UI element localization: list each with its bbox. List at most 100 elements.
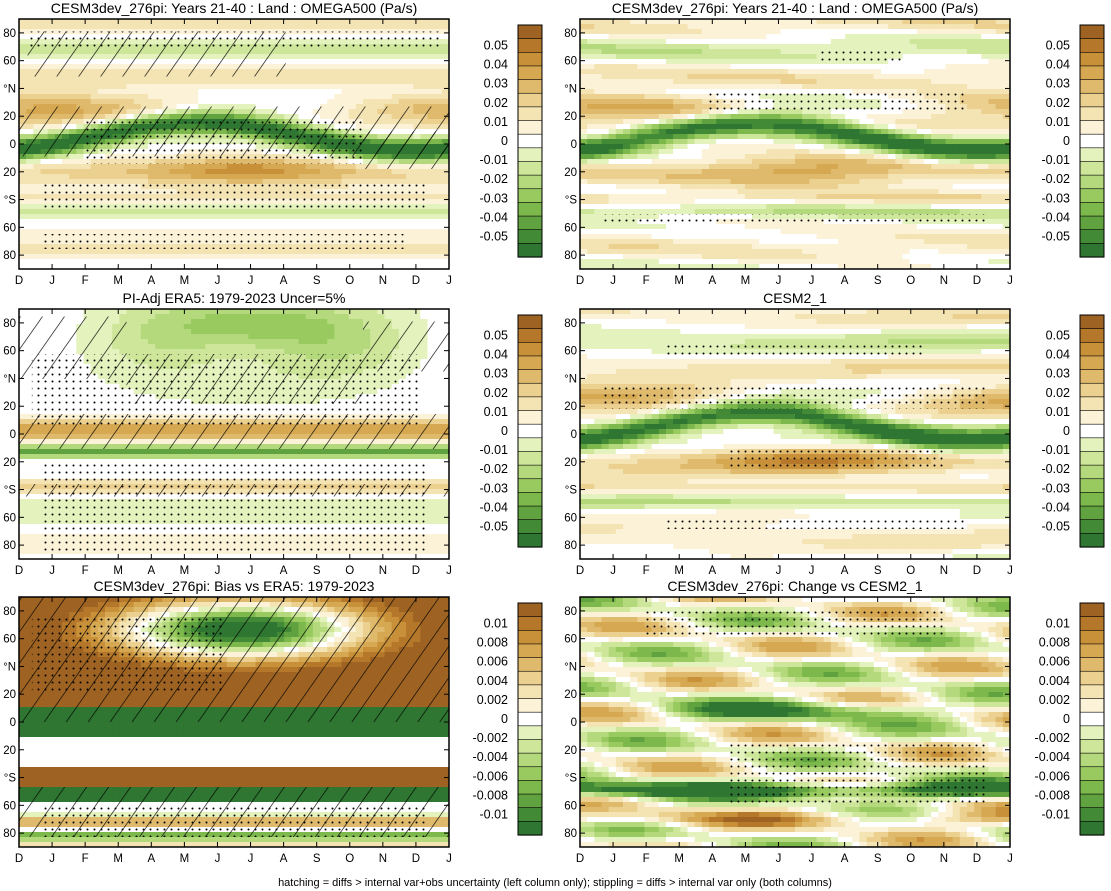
heatmap-cell	[651, 149, 660, 155]
heatmap-cell	[859, 139, 868, 145]
heatmap-cell	[594, 114, 602, 120]
heatmap-cell	[623, 134, 631, 140]
heatmap-cell	[666, 54, 674, 60]
heatmap-cell	[40, 24, 49, 30]
heatmap-cell	[133, 24, 142, 30]
heatmap-cell	[341, 19, 350, 25]
heatmap-cell	[112, 169, 120, 175]
heatmap-cell	[363, 84, 371, 90]
heatmap-cell	[694, 39, 703, 45]
heatmap-cell	[1002, 119, 1010, 125]
heatmap-cell	[312, 69, 321, 75]
heatmap-cell	[931, 114, 939, 120]
heatmap-cell	[54, 209, 63, 215]
heatmap-cell	[680, 29, 688, 35]
heatmap-cell	[198, 19, 206, 25]
heatmap-cell	[1002, 164, 1010, 170]
heatmap-cell	[298, 219, 307, 225]
heatmap-cell	[262, 174, 271, 180]
heatmap-cell	[234, 79, 242, 85]
heatmap-cell	[730, 129, 739, 135]
heatmap-cell	[737, 34, 746, 40]
heatmap-cell	[802, 64, 810, 70]
heatmap-cell	[312, 44, 321, 50]
heatmap-cell	[974, 104, 982, 110]
heatmap-cell	[701, 139, 710, 145]
heatmap-cell	[191, 254, 199, 260]
heatmap-cell	[967, 44, 975, 50]
heatmap-cell	[630, 139, 638, 145]
heatmap-cell	[701, 89, 710, 95]
heatmap-cell	[981, 84, 989, 90]
heatmap-cell	[916, 79, 925, 85]
heatmap-cell	[205, 79, 213, 85]
heatmap-cell	[105, 254, 113, 260]
heatmap-cell	[773, 49, 782, 55]
heatmap-cell	[19, 59, 27, 65]
heatmap-cell	[744, 49, 753, 55]
heatmap-cell	[427, 259, 436, 265]
heatmap-cell	[952, 149, 961, 155]
heatmap-cell	[673, 114, 681, 120]
heatmap-cell	[709, 74, 717, 80]
heatmap-cell	[291, 254, 299, 260]
heatmap-cell	[795, 44, 803, 50]
heatmap-cell	[759, 44, 767, 50]
heatmap-cell	[623, 144, 631, 150]
heatmap-cell	[97, 24, 106, 30]
heatmap-cell	[162, 169, 170, 175]
heatmap-cell	[909, 149, 918, 155]
heatmap-cell	[341, 59, 350, 65]
heatmap-cell	[945, 64, 954, 70]
heatmap-cell	[427, 94, 436, 100]
heatmap-cell	[594, 124, 602, 130]
heatmap-cell	[615, 164, 624, 170]
heatmap-cell	[694, 174, 703, 180]
heatmap-cell	[615, 64, 624, 70]
heatmap-cell	[363, 64, 371, 70]
heatmap-cell	[434, 234, 443, 240]
heatmap-cell	[406, 54, 414, 60]
heatmap-cell	[420, 264, 428, 269]
heatmap-cell	[716, 164, 724, 170]
heatmap-cell	[916, 19, 925, 25]
heatmap-cell	[630, 119, 638, 125]
heatmap-cell	[398, 84, 407, 90]
heatmap-cell	[809, 74, 817, 80]
heatmap-cell	[931, 144, 939, 150]
heatmap-cell	[673, 164, 681, 170]
heatmap-cell	[54, 154, 63, 160]
heatmap-cell	[162, 19, 170, 25]
heatmap-cell	[651, 89, 660, 95]
heatmap-cell	[888, 119, 896, 125]
heatmap-cell	[406, 259, 414, 265]
heatmap-cell	[148, 254, 156, 260]
heatmap-cell	[47, 249, 56, 255]
heatmap-cell	[995, 49, 1004, 55]
heatmap-cell	[587, 129, 595, 135]
heatmap-cell	[723, 174, 731, 180]
heatmap-cell	[730, 34, 739, 40]
heatmap-cell	[112, 164, 120, 170]
heatmap-cell	[90, 174, 99, 180]
heatmap-cell	[377, 214, 385, 220]
heatmap-cell	[945, 84, 954, 90]
heatmap-cell	[341, 99, 350, 105]
heatmap-cell	[140, 264, 149, 269]
heatmap-cell	[334, 89, 342, 95]
heatmap-cell	[155, 94, 163, 100]
heatmap-cell	[644, 109, 653, 115]
heatmap-cell	[212, 259, 221, 265]
heatmap-cell	[680, 164, 688, 170]
heatmap-cell	[420, 59, 428, 65]
heatmap-cell	[219, 94, 228, 100]
heatmap-cell	[327, 24, 335, 30]
heatmap-cell	[406, 69, 414, 75]
heatmap-cell	[723, 64, 731, 70]
heatmap-cell	[888, 149, 896, 155]
heatmap-cell	[673, 84, 681, 90]
heatmap-cell	[434, 74, 443, 80]
heatmap-cell	[269, 89, 278, 95]
heatmap-cell	[384, 209, 393, 215]
heatmap-cell	[931, 134, 939, 140]
